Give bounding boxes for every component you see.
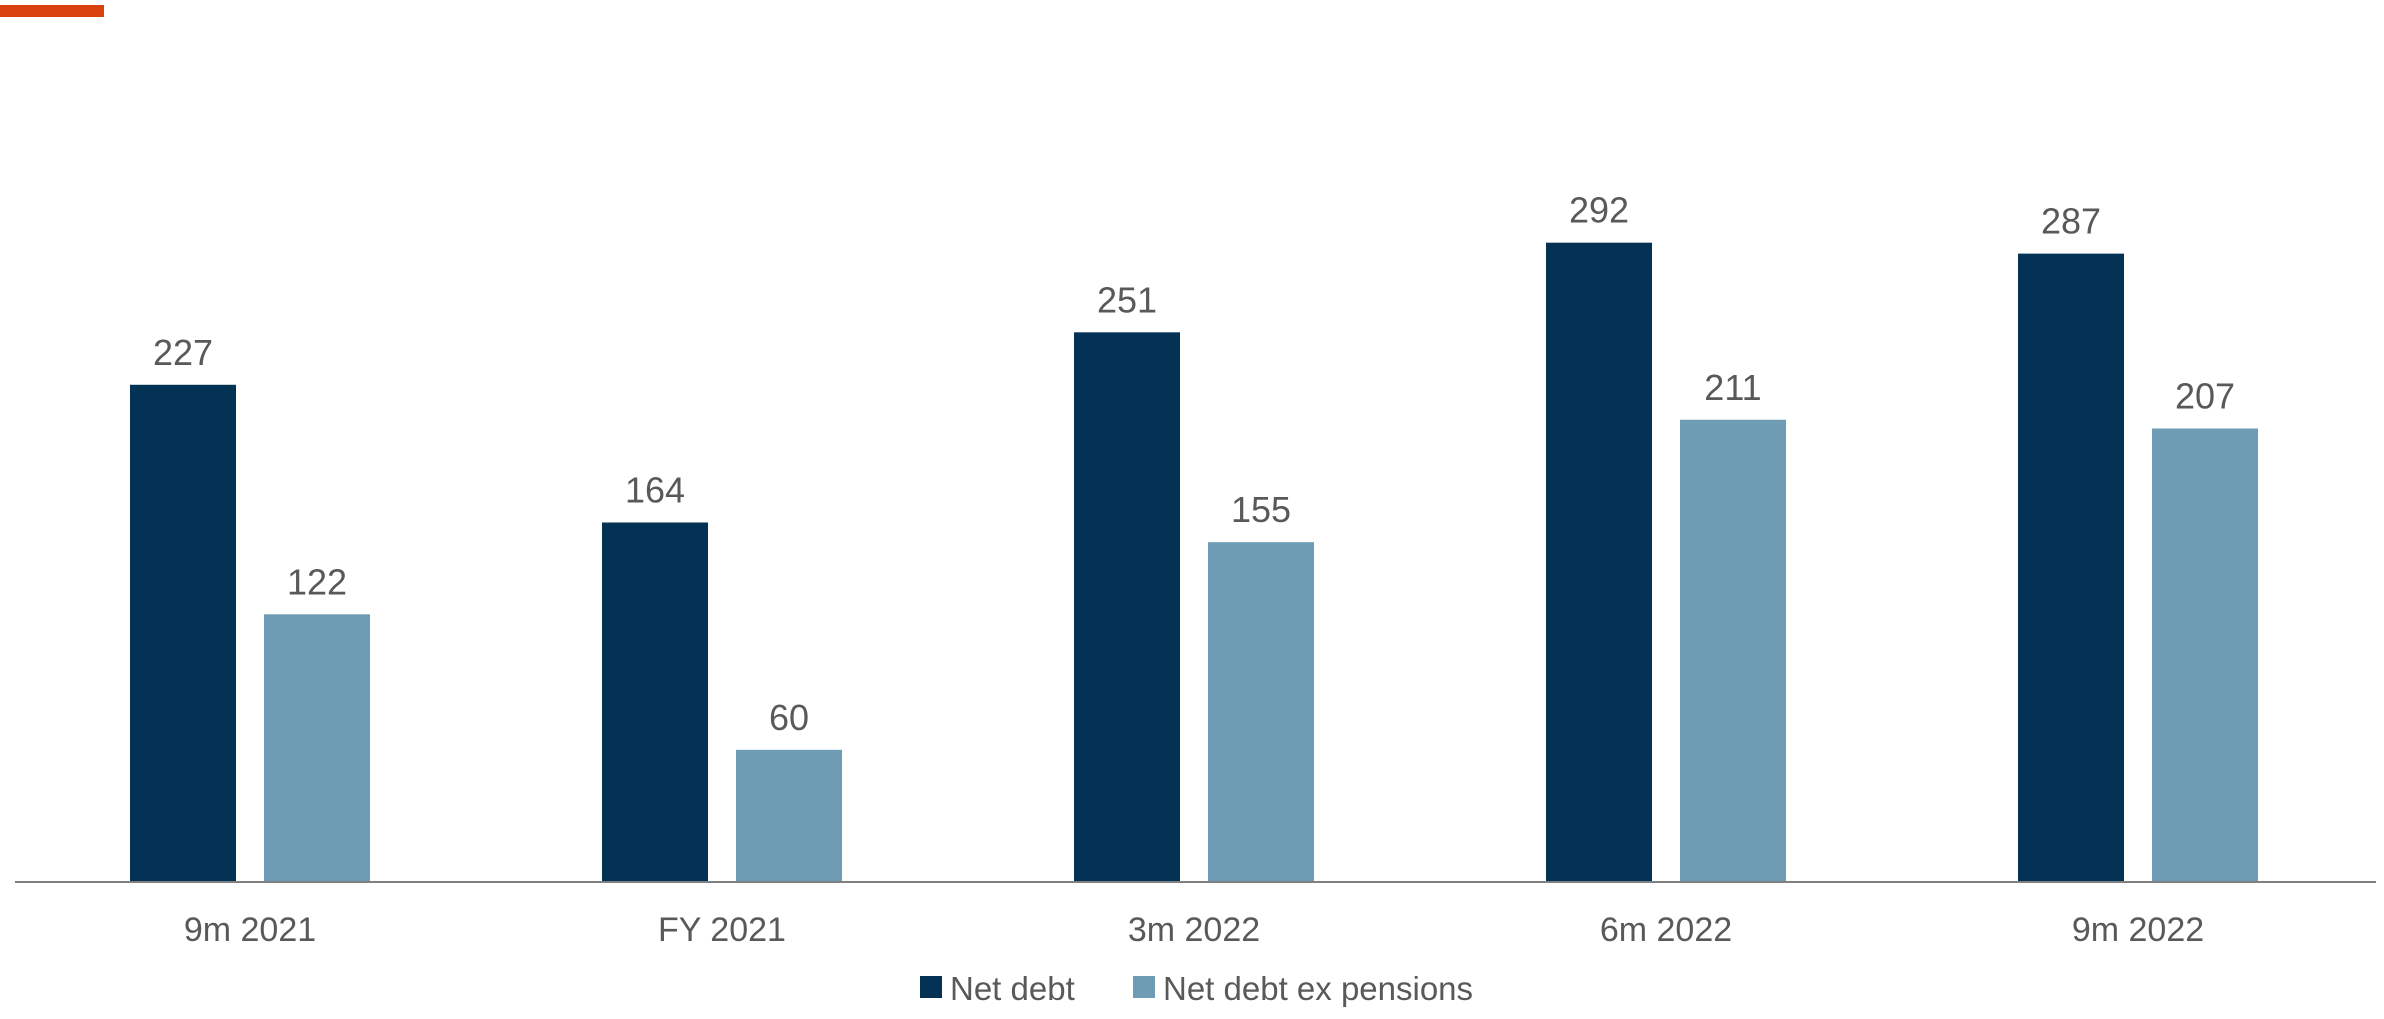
category-labels-group: 9m 2021 FY 2021 3m 2022 6m 2022 9m 2022 (184, 911, 2204, 949)
data-label: 251 (1097, 279, 1157, 320)
x-tick-label: 6m 2022 (1600, 911, 1732, 949)
data-label: 292 (1569, 190, 1629, 231)
legend-item-net-debt: Net debt (920, 970, 1075, 1007)
legend-item-net-debt-ex-pensions: Net debt ex pensions (1133, 970, 1473, 1007)
data-label: 207 (2175, 375, 2235, 416)
bar-net-debt-5 (2018, 253, 2124, 882)
legend: Net debt Net debt ex pensions (920, 970, 1473, 1007)
accent-bar (0, 5, 104, 17)
bar-net-debt-ex-pensions-5 (2152, 428, 2258, 881)
data-label: 287 (2041, 201, 2101, 242)
bar-net-debt-4 (1546, 242, 1652, 882)
value-labels-group: 227 122 164 60 251 155 292 211 287 207 (153, 190, 2235, 738)
x-tick-label: FY 2021 (658, 911, 786, 949)
bar-net-debt-ex-pensions-2 (736, 749, 842, 881)
legend-swatch (920, 976, 942, 998)
x-tick-label: 9m 2022 (2072, 911, 2204, 949)
bars-group (130, 242, 2258, 882)
x-tick-label: 3m 2022 (1128, 911, 1260, 949)
legend-swatch (1133, 976, 1155, 998)
bar-net-debt-ex-pensions-3 (1208, 542, 1314, 881)
bar-net-debt-ex-pensions-1 (264, 614, 370, 881)
legend-label: Net debt ex pensions (1163, 970, 1473, 1007)
legend-label: Net debt (950, 970, 1075, 1007)
bar-net-debt-1 (130, 384, 236, 881)
data-label: 164 (625, 469, 685, 510)
bar-net-debt-ex-pensions-4 (1680, 419, 1786, 881)
x-tick-label: 9m 2021 (184, 911, 316, 949)
bar-net-debt-3 (1074, 332, 1180, 882)
data-label: 60 (769, 697, 809, 738)
data-label: 211 (1704, 367, 1761, 408)
data-label: 227 (153, 332, 213, 373)
bar-net-debt-2 (602, 522, 708, 881)
data-label: 155 (1231, 489, 1291, 530)
data-label: 122 (287, 561, 347, 602)
